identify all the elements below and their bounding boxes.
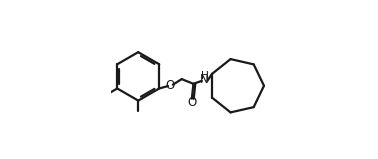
Text: O: O (187, 96, 197, 109)
Text: H: H (201, 70, 209, 80)
Text: N: N (200, 73, 209, 86)
Text: O: O (166, 79, 175, 92)
